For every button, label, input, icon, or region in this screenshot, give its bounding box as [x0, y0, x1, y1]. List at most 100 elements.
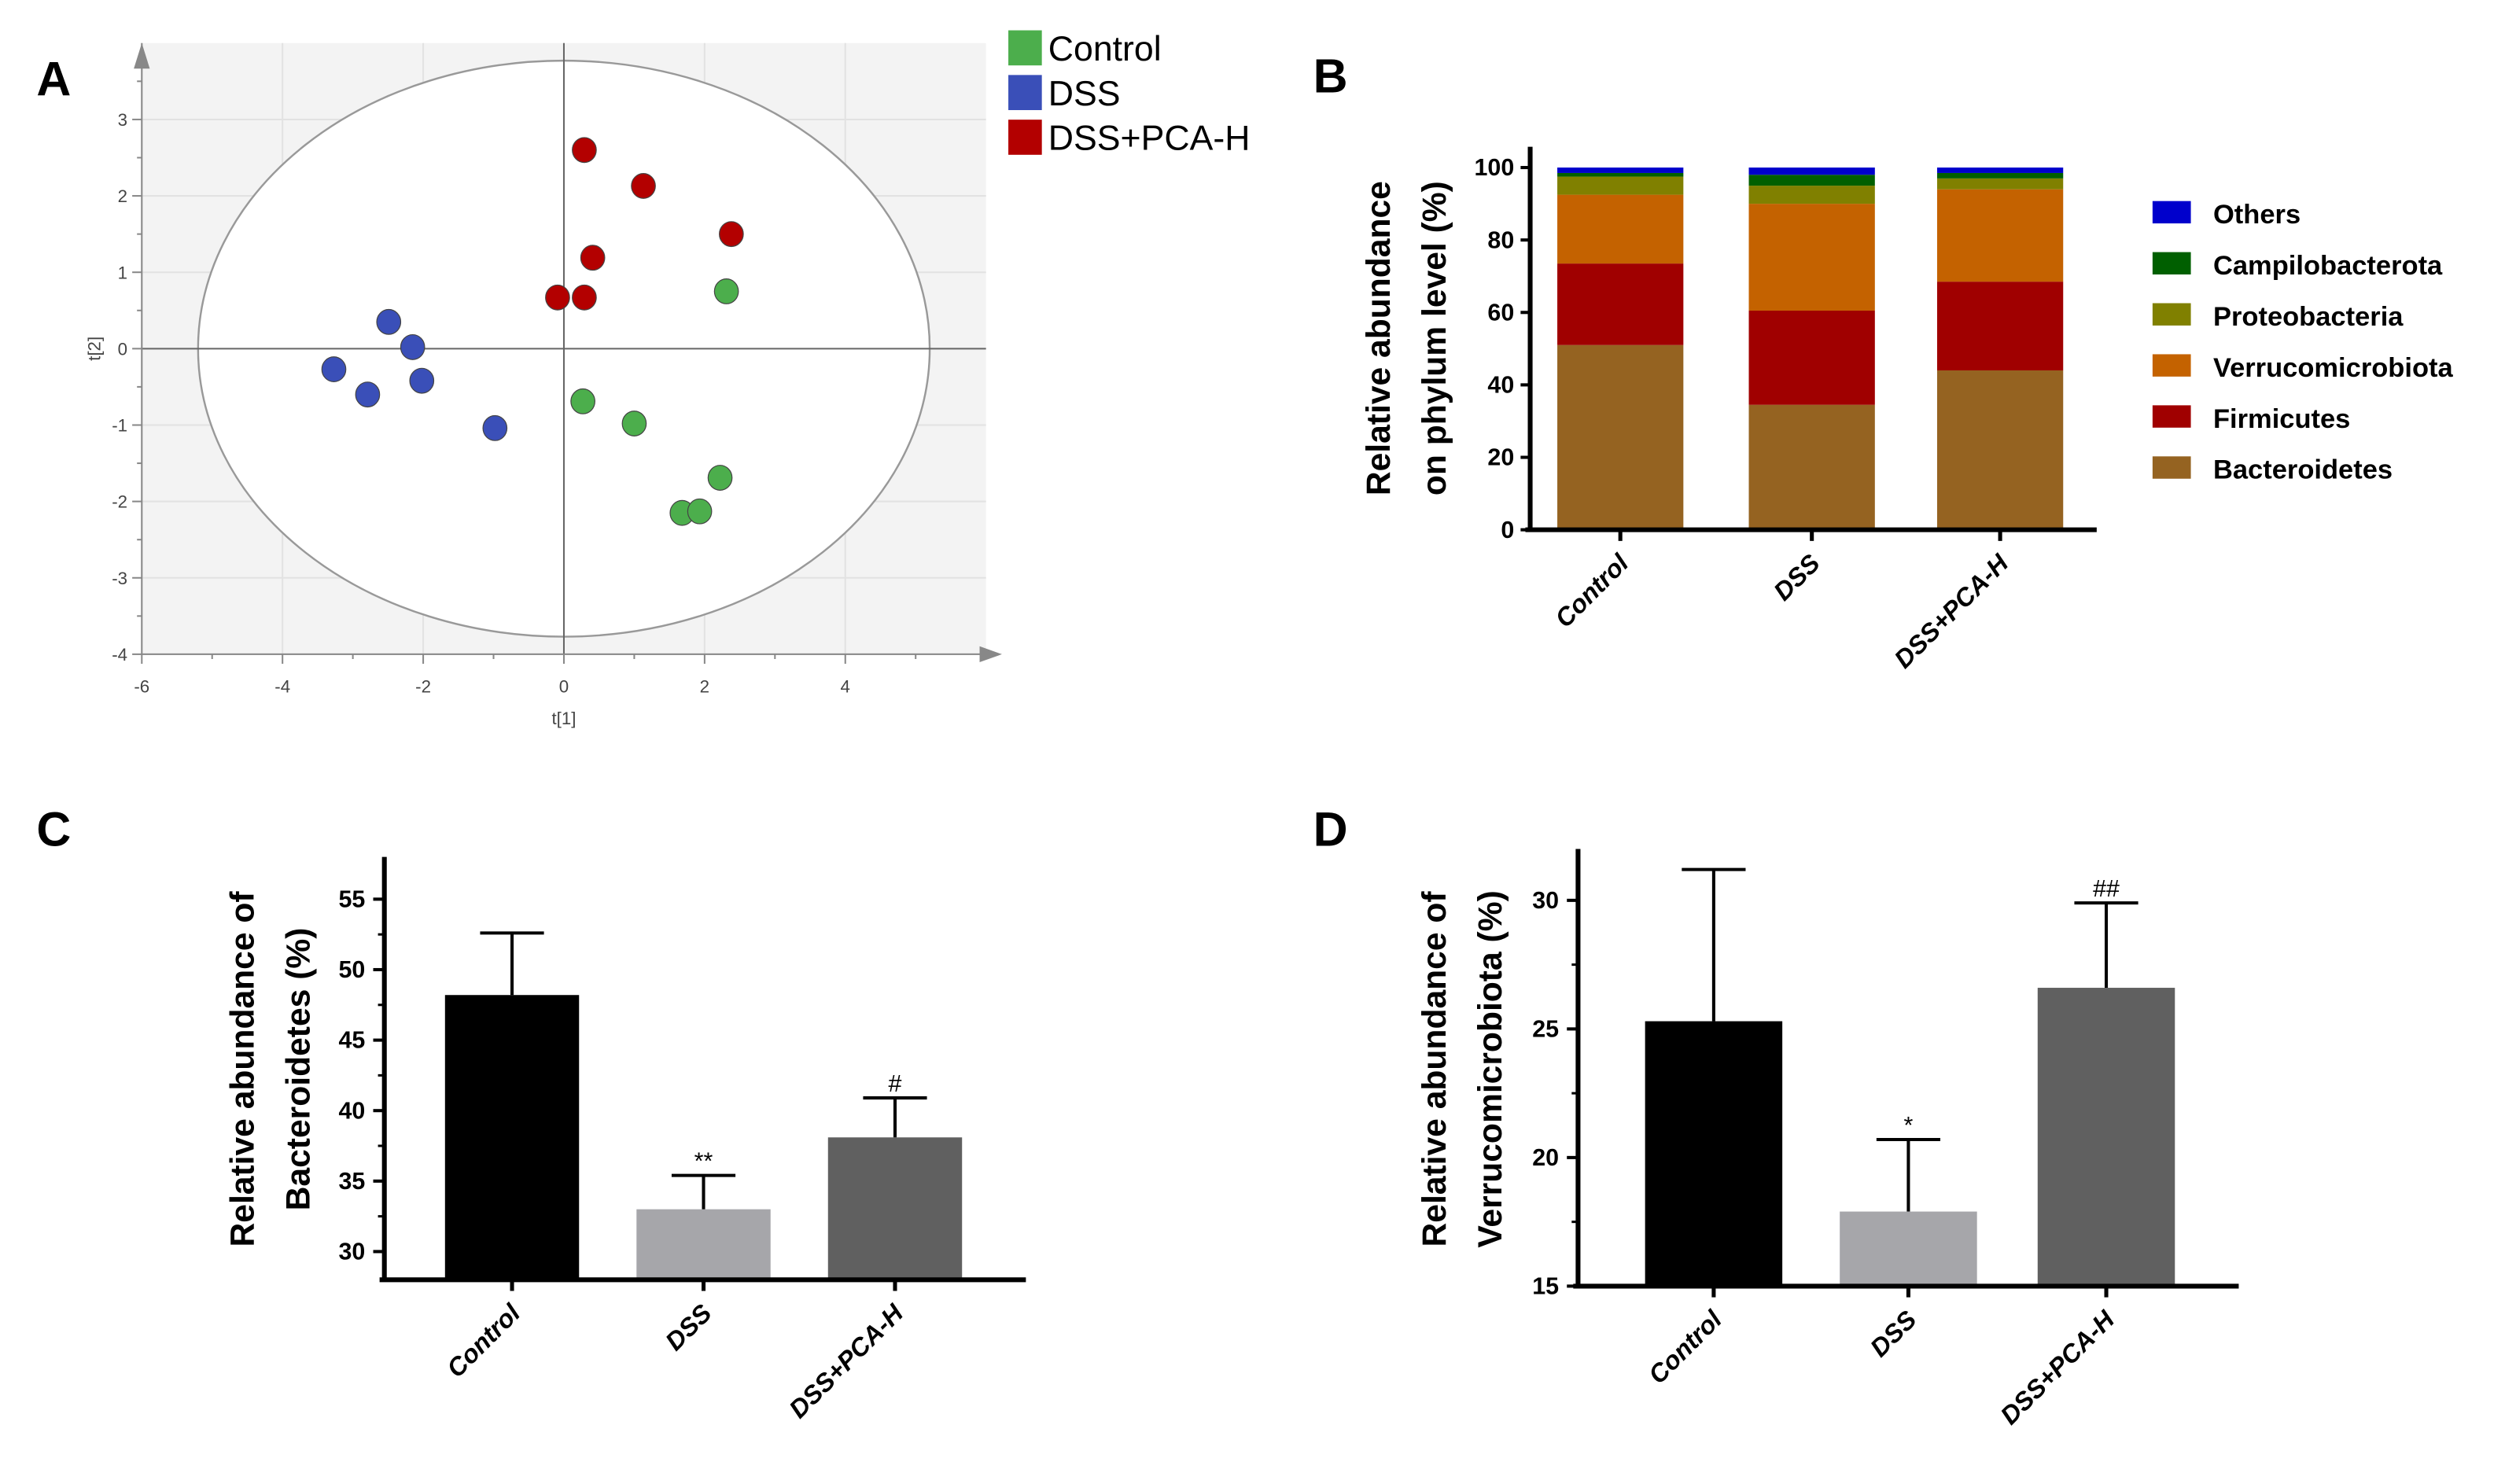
- y-tick-label: 3: [118, 110, 127, 130]
- bar: [827, 1137, 963, 1280]
- bar-segment-others: [1557, 168, 1684, 173]
- y-tick-label: -2: [112, 492, 127, 512]
- y-tick-label: -3: [112, 569, 127, 588]
- significance-marker: *: [1904, 1112, 1914, 1139]
- x-category-label: DSS+PCA-H: [783, 1298, 908, 1423]
- panel-label-a: A: [36, 53, 71, 106]
- y-tick-label: 80: [1487, 226, 1514, 253]
- legend-label: Control: [1048, 30, 1162, 68]
- bar-segment-proteobacteria: [1936, 178, 2064, 190]
- bar: [444, 995, 580, 1280]
- y-tick-label: 0: [1501, 517, 1514, 543]
- bar: [1645, 1021, 1783, 1287]
- legend-swatch: [2152, 354, 2191, 377]
- x-category-label: DSS: [1865, 1305, 1922, 1362]
- y-tick-label: 25: [1532, 1016, 1559, 1043]
- bar: [636, 1209, 771, 1280]
- y-tick-label: 45: [339, 1027, 366, 1054]
- legend-label: Bacteroidetes: [2213, 455, 2393, 485]
- x-tick-label: 2: [700, 677, 709, 697]
- y-axis-label: on phylum level (%): [1416, 181, 1453, 495]
- bar-segment-verrucomicrobiota: [1557, 194, 1684, 264]
- legend-swatch: [2152, 456, 2191, 479]
- data-point-dss: [355, 381, 381, 408]
- bacteroidetes-bar-chart: Control ** DSS # DSS+PCA-H 30 35 40 45 50 55 Relati…: [223, 856, 1026, 1423]
- data-point-control: [707, 465, 733, 491]
- bar-segment-firmicutes: [1748, 310, 1875, 405]
- legend-swatch: [2152, 405, 2191, 428]
- legend-label: Verrucomicrobiota: [2213, 353, 2454, 383]
- y-tick-label: 40: [1487, 372, 1514, 399]
- x-tick-label: -4: [274, 677, 290, 697]
- x-tick-label: 0: [559, 677, 569, 697]
- y-tick-label: 0: [118, 339, 127, 359]
- bar-segment-verrucomicrobiota: [1748, 204, 1875, 311]
- x-category-label: DSS+PCA-H: [1995, 1305, 2120, 1430]
- y-tick-label: 60: [1487, 299, 1514, 326]
- legend-label: Proteobacteria: [2213, 302, 2404, 332]
- legend-label: DSS+PCA-H: [1048, 120, 1251, 158]
- y-tick-label: 30: [339, 1239, 366, 1265]
- bar: [2037, 988, 2175, 1287]
- data-point-control: [687, 498, 713, 525]
- bar-segment-others: [1748, 168, 1875, 175]
- data-point-dss-pca-h: [572, 284, 597, 311]
- significance-marker: **: [694, 1148, 713, 1175]
- y-tick-label: -1: [112, 416, 127, 436]
- data-point-dss: [409, 367, 435, 394]
- panel-label-c: C: [36, 802, 71, 856]
- y-axis-arrow: [134, 42, 150, 69]
- x-axis-arrow: [979, 646, 1002, 663]
- bar-segment-bacteroidetes: [1557, 344, 1684, 530]
- pca-score-plot: -6 -4 -2 0 2 4 -4 -3 -2 -1 0 1 2 3 t[1] t[2] Control DSS D…: [85, 30, 1251, 728]
- panel-label-b: B: [1313, 50, 1348, 103]
- data-point-dss-pca-h: [545, 284, 570, 311]
- bar-segment-bacteroidetes: [1936, 370, 2064, 530]
- data-point-dss: [376, 308, 402, 335]
- significance-marker: #: [889, 1070, 902, 1097]
- legend-swatch: [1008, 75, 1042, 111]
- y-axis-label: t[2]: [85, 337, 105, 361]
- bar-segment-bacteroidetes: [1748, 404, 1875, 530]
- y-axis-label: Relative abundance of: [223, 891, 261, 1247]
- y-axis-label: Relative abundance: [1360, 181, 1398, 495]
- legend-swatch: [2152, 303, 2191, 326]
- bar-segment-others: [1936, 168, 2064, 173]
- x-tick-label: -6: [134, 677, 149, 697]
- y-tick-label: 40: [339, 1097, 366, 1124]
- legend-label: DSS: [1048, 75, 1121, 113]
- data-point-dss-pca-h: [631, 173, 656, 199]
- bar-segment-firmicutes: [1936, 282, 2064, 370]
- data-point-dss-pca-h: [572, 137, 597, 164]
- legend-swatch: [1008, 30, 1042, 66]
- legend-swatch: [2152, 201, 2191, 224]
- data-point-control: [621, 411, 647, 436]
- y-tick-label: 30: [1532, 887, 1559, 914]
- x-tick-label: 4: [841, 677, 850, 697]
- y-tick-label: -4: [112, 645, 127, 665]
- y-tick-label: 2: [118, 186, 127, 206]
- y-tick-label: 55: [339, 886, 366, 913]
- bar-segment-campilobacterota: [1936, 172, 2064, 179]
- data-point-dss: [321, 356, 347, 383]
- y-axis-label: Bacteroidetes (%): [279, 928, 317, 1211]
- x-category-label: DSS: [660, 1298, 717, 1356]
- y-tick-label: 50: [339, 956, 366, 983]
- y-axis-label: Relative abundance of: [1416, 891, 1453, 1247]
- data-point-dss-pca-h: [719, 221, 744, 248]
- y-tick-label: 1: [118, 263, 127, 282]
- legend-label: Others: [2213, 200, 2301, 230]
- x-category-label: Control: [1643, 1305, 1728, 1390]
- data-point-dss-pca-h: [580, 245, 606, 271]
- x-axis-label: t[1]: [551, 709, 576, 728]
- bar-segment-campilobacterota: [1748, 175, 1875, 186]
- y-tick-label: 15: [1532, 1273, 1559, 1300]
- data-point-dss: [482, 414, 508, 441]
- legend-label: Firmicutes: [2213, 404, 2350, 434]
- x-category-label: DSS: [1768, 549, 1825, 606]
- data-point-dss: [400, 333, 425, 360]
- phylum-stacked-bar-chart: Control DSS DSS+PCA-H 0 20 40 60 80 100 Relative …: [1360, 146, 2454, 673]
- y-tick-label: 100: [1474, 154, 1514, 181]
- data-point-control: [713, 278, 739, 304]
- legend-swatch: [1008, 120, 1042, 155]
